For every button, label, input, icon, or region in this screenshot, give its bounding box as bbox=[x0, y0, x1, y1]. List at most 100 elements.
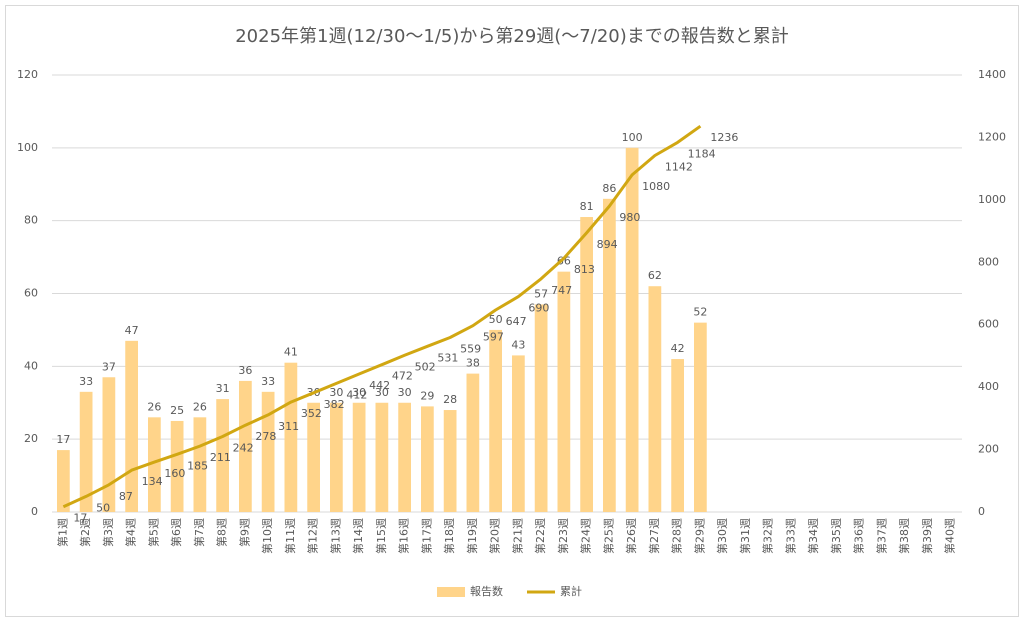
line-value-label: 1184 bbox=[688, 147, 716, 160]
bar-value-label: 33 bbox=[261, 375, 275, 388]
y2-tick-label: 1000 bbox=[978, 193, 1006, 206]
x-tick-label: 第28週 bbox=[670, 518, 684, 554]
x-tick-label: 第34週 bbox=[806, 518, 820, 554]
bar bbox=[603, 198, 616, 513]
x-tick-label: 第38週 bbox=[897, 518, 911, 554]
y-tick-label: 0 bbox=[31, 505, 38, 518]
line-value-label: 472 bbox=[392, 370, 413, 383]
bar bbox=[148, 417, 161, 512]
x-tick-label: 第32週 bbox=[761, 518, 775, 554]
x-tick-label: 第6週 bbox=[169, 518, 183, 547]
bar-value-label: 86 bbox=[602, 182, 616, 195]
line-value-label: 278 bbox=[255, 430, 276, 443]
x-tick-label: 第39週 bbox=[920, 518, 934, 554]
x-tick-label: 第26週 bbox=[624, 518, 638, 554]
bar bbox=[398, 402, 411, 512]
x-tick-label: 第36週 bbox=[852, 518, 866, 554]
x-tick-label: 第31週 bbox=[738, 518, 752, 554]
x-tick-label: 第13週 bbox=[328, 518, 342, 554]
y2-tick-label: 1200 bbox=[978, 130, 1006, 143]
bar bbox=[284, 362, 298, 512]
line-value-label: 185 bbox=[187, 459, 208, 472]
bar bbox=[261, 391, 275, 512]
y-tick-label: 40 bbox=[24, 359, 38, 372]
x-tick-label: 第27週 bbox=[647, 518, 661, 554]
bar bbox=[443, 410, 457, 512]
line-value-label: 311 bbox=[278, 420, 299, 433]
x-tick-label: 第12週 bbox=[306, 518, 320, 554]
x-tick-label: 第9週 bbox=[237, 518, 251, 547]
x-tick-label: 第29週 bbox=[692, 518, 706, 554]
legend-label: 累計 bbox=[560, 584, 582, 598]
bar-value-label: 66 bbox=[557, 255, 571, 268]
y2-tick-label: 200 bbox=[978, 443, 999, 456]
x-tick-label: 第11週 bbox=[283, 518, 297, 554]
x-tick-label: 第21週 bbox=[510, 518, 524, 554]
line-value-label: 1142 bbox=[665, 161, 693, 174]
bar-value-label: 50 bbox=[489, 313, 503, 326]
y-tick-label: 60 bbox=[24, 287, 38, 300]
bar bbox=[671, 359, 684, 512]
y-tick-label: 20 bbox=[24, 432, 38, 445]
y2-tick-label: 0 bbox=[978, 505, 985, 518]
line-value-label: 50 bbox=[96, 501, 110, 514]
bar bbox=[375, 402, 389, 512]
bar-value-label: 29 bbox=[420, 389, 434, 402]
line-value-label: 352 bbox=[301, 407, 322, 420]
bar bbox=[239, 380, 252, 512]
x-tick-label: 第3週 bbox=[101, 518, 115, 547]
bar bbox=[307, 402, 320, 512]
x-tick-label: 第16週 bbox=[397, 518, 411, 554]
bar bbox=[512, 355, 525, 512]
x-tick-label: 第20週 bbox=[488, 518, 502, 554]
bar bbox=[330, 402, 343, 512]
bar-value-label: 26 bbox=[147, 400, 161, 413]
x-tick-label: 第5週 bbox=[146, 518, 160, 547]
bar-value-label: 41 bbox=[284, 346, 298, 359]
line-value-label: 242 bbox=[233, 441, 254, 454]
line-value-label: 531 bbox=[437, 351, 458, 364]
x-tick-label: 第8週 bbox=[215, 518, 229, 547]
line-value-label: 87 bbox=[119, 490, 133, 503]
x-tick-label: 第35週 bbox=[829, 518, 843, 554]
bar-value-label: 62 bbox=[648, 269, 662, 282]
bar-value-label: 30 bbox=[352, 386, 366, 399]
line-value-label: 160 bbox=[164, 467, 185, 480]
line-value-label: 980 bbox=[619, 211, 640, 224]
line-value-label: 597 bbox=[483, 331, 504, 344]
x-tick-label: 第17週 bbox=[419, 518, 433, 554]
x-tick-label: 第22週 bbox=[533, 518, 547, 554]
bar bbox=[79, 391, 93, 512]
line-value-label: 134 bbox=[142, 475, 163, 488]
bar-value-label: 52 bbox=[693, 306, 707, 319]
y2-tick-label: 1400 bbox=[978, 68, 1006, 81]
bar-value-label: 17 bbox=[56, 433, 70, 446]
bar bbox=[352, 402, 366, 512]
line-value-label: 647 bbox=[506, 315, 527, 328]
bar bbox=[57, 450, 70, 512]
bar-value-label: 42 bbox=[671, 342, 685, 355]
legend-swatch bbox=[437, 587, 465, 597]
line-value-label: 559 bbox=[460, 343, 481, 356]
bar-value-label: 30 bbox=[375, 386, 389, 399]
line-value-label: 1236 bbox=[710, 131, 738, 144]
line-value-label: 382 bbox=[324, 398, 345, 411]
bar-value-label: 30 bbox=[329, 386, 343, 399]
x-tick-label: 第25週 bbox=[601, 518, 615, 554]
bar bbox=[421, 406, 434, 512]
x-tick-label: 第4週 bbox=[124, 518, 138, 547]
chart-frame bbox=[5, 5, 1019, 617]
y2-tick-label: 400 bbox=[978, 380, 999, 393]
bar bbox=[102, 377, 116, 512]
x-tick-label: 第37週 bbox=[874, 518, 888, 554]
x-tick-label: 第7週 bbox=[192, 518, 206, 547]
line-value-label: 502 bbox=[415, 360, 436, 373]
bar bbox=[466, 373, 480, 512]
bar-value-label: 25 bbox=[170, 404, 184, 417]
bar-value-label: 100 bbox=[622, 131, 643, 144]
bar bbox=[489, 329, 502, 512]
bar-value-label: 33 bbox=[79, 375, 93, 388]
x-tick-label: 第18週 bbox=[442, 518, 456, 554]
x-tick-label: 第30週 bbox=[715, 518, 729, 554]
